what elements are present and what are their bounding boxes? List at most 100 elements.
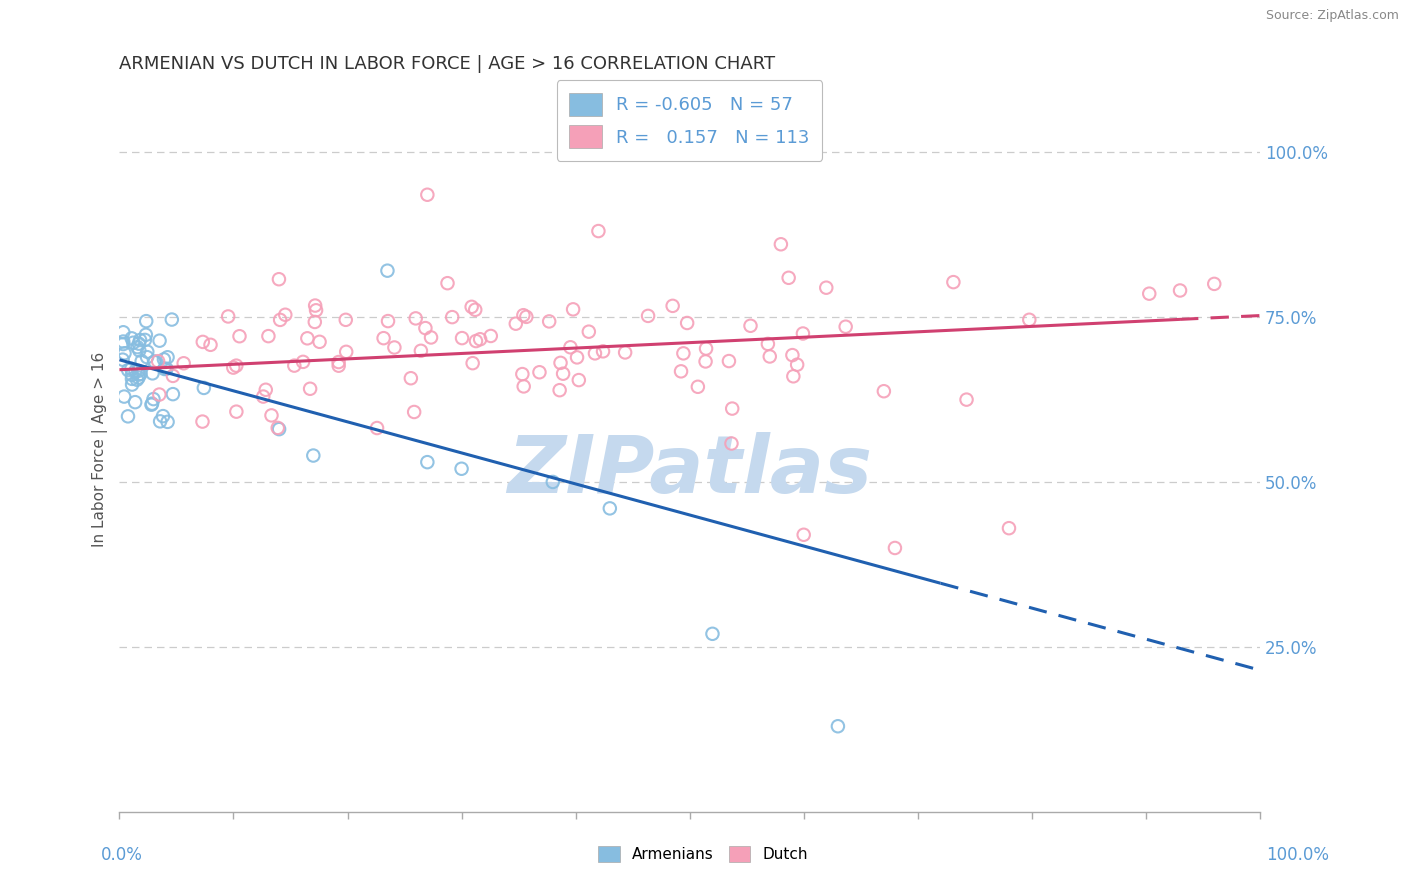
Point: [436, 276, 458, 290]
Point: [112, 337, 135, 351]
Point: [460, 300, 482, 314]
Point: [769, 237, 792, 252]
Point: [112, 334, 135, 349]
Point: [592, 344, 614, 359]
Point: [568, 373, 591, 387]
Point: [121, 331, 143, 345]
Point: [416, 187, 439, 202]
Point: [721, 401, 744, 416]
Point: [141, 397, 163, 411]
Point: [565, 351, 588, 365]
Point: [127, 340, 149, 354]
Point: [135, 314, 157, 328]
Point: [148, 334, 170, 348]
Point: [122, 335, 145, 350]
Point: [827, 719, 849, 733]
Point: [1204, 277, 1226, 291]
Point: [143, 354, 166, 368]
Point: [135, 327, 157, 342]
Point: [131, 354, 153, 368]
Point: [117, 409, 139, 424]
Point: [112, 325, 135, 339]
Point: [191, 334, 214, 349]
Point: [416, 455, 439, 469]
Point: [269, 422, 291, 436]
Point: [384, 341, 406, 355]
Point: [111, 352, 134, 367]
Point: [461, 356, 484, 370]
Point: [583, 346, 606, 360]
Y-axis label: In Labor Force | Age > 16: In Labor Force | Age > 16: [93, 351, 108, 547]
Point: [661, 299, 683, 313]
Point: [121, 377, 143, 392]
Point: [782, 348, 804, 362]
Point: [377, 314, 399, 328]
Point: [512, 308, 534, 322]
Point: [512, 367, 534, 381]
Point: [740, 318, 762, 333]
Point: [328, 355, 350, 369]
Point: [136, 344, 159, 359]
Point: [274, 308, 297, 322]
Point: [146, 354, 169, 368]
Point: [778, 270, 800, 285]
Point: [955, 392, 977, 407]
Point: [141, 398, 163, 412]
Point: [758, 350, 780, 364]
Point: [550, 356, 572, 370]
Point: [512, 379, 534, 393]
Point: [217, 310, 239, 324]
Point: [335, 344, 357, 359]
Point: [672, 346, 695, 360]
Point: [529, 365, 551, 379]
Point: [222, 360, 245, 375]
Text: ZIPatlas: ZIPatlas: [508, 432, 872, 509]
Point: [127, 364, 149, 378]
Point: [834, 319, 856, 334]
Point: [786, 358, 808, 372]
Point: [373, 331, 395, 345]
Point: [884, 541, 907, 555]
Point: [702, 627, 724, 641]
Point: [121, 372, 143, 386]
Point: [415, 321, 437, 335]
Point: [128, 343, 150, 358]
Point: [578, 325, 600, 339]
Point: [548, 383, 571, 397]
Point: [162, 387, 184, 401]
Point: [815, 281, 838, 295]
Point: [297, 331, 319, 345]
Text: ARMENIAN VS DUTCH IN LABOR FORCE | AGE > 16 CORRELATION CHART: ARMENIAN VS DUTCH IN LABOR FORCE | AGE >…: [120, 55, 776, 73]
Point: [695, 342, 717, 356]
Point: [173, 356, 195, 370]
Point: [377, 263, 399, 277]
Point: [129, 367, 152, 381]
Point: [599, 501, 621, 516]
Point: [292, 355, 315, 369]
Point: [420, 330, 443, 344]
Point: [152, 409, 174, 423]
Point: [614, 345, 637, 359]
Point: [464, 302, 486, 317]
Point: [283, 359, 305, 373]
Point: [156, 351, 179, 365]
Point: [302, 449, 325, 463]
Point: [793, 528, 815, 542]
Point: [124, 364, 146, 378]
Point: [128, 370, 150, 384]
Point: [998, 521, 1021, 535]
Point: [121, 368, 143, 382]
Point: [409, 343, 432, 358]
Point: [505, 317, 527, 331]
Point: [515, 310, 537, 324]
Point: [162, 368, 184, 383]
Point: [191, 415, 214, 429]
Point: [669, 364, 692, 378]
Point: [686, 380, 709, 394]
Point: [142, 392, 165, 406]
Point: [267, 272, 290, 286]
Point: [153, 362, 176, 376]
Point: [335, 313, 357, 327]
Point: [756, 337, 779, 351]
Point: [479, 329, 502, 343]
